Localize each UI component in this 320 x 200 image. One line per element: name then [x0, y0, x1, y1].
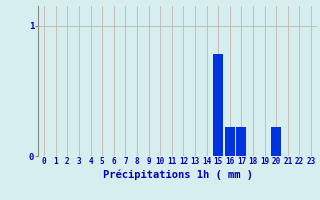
Bar [225, 127, 235, 156]
Bar [236, 127, 246, 156]
Bar [271, 127, 281, 156]
X-axis label: Précipitations 1h ( mm ): Précipitations 1h ( mm ) [103, 169, 252, 180]
Bar [213, 54, 223, 156]
